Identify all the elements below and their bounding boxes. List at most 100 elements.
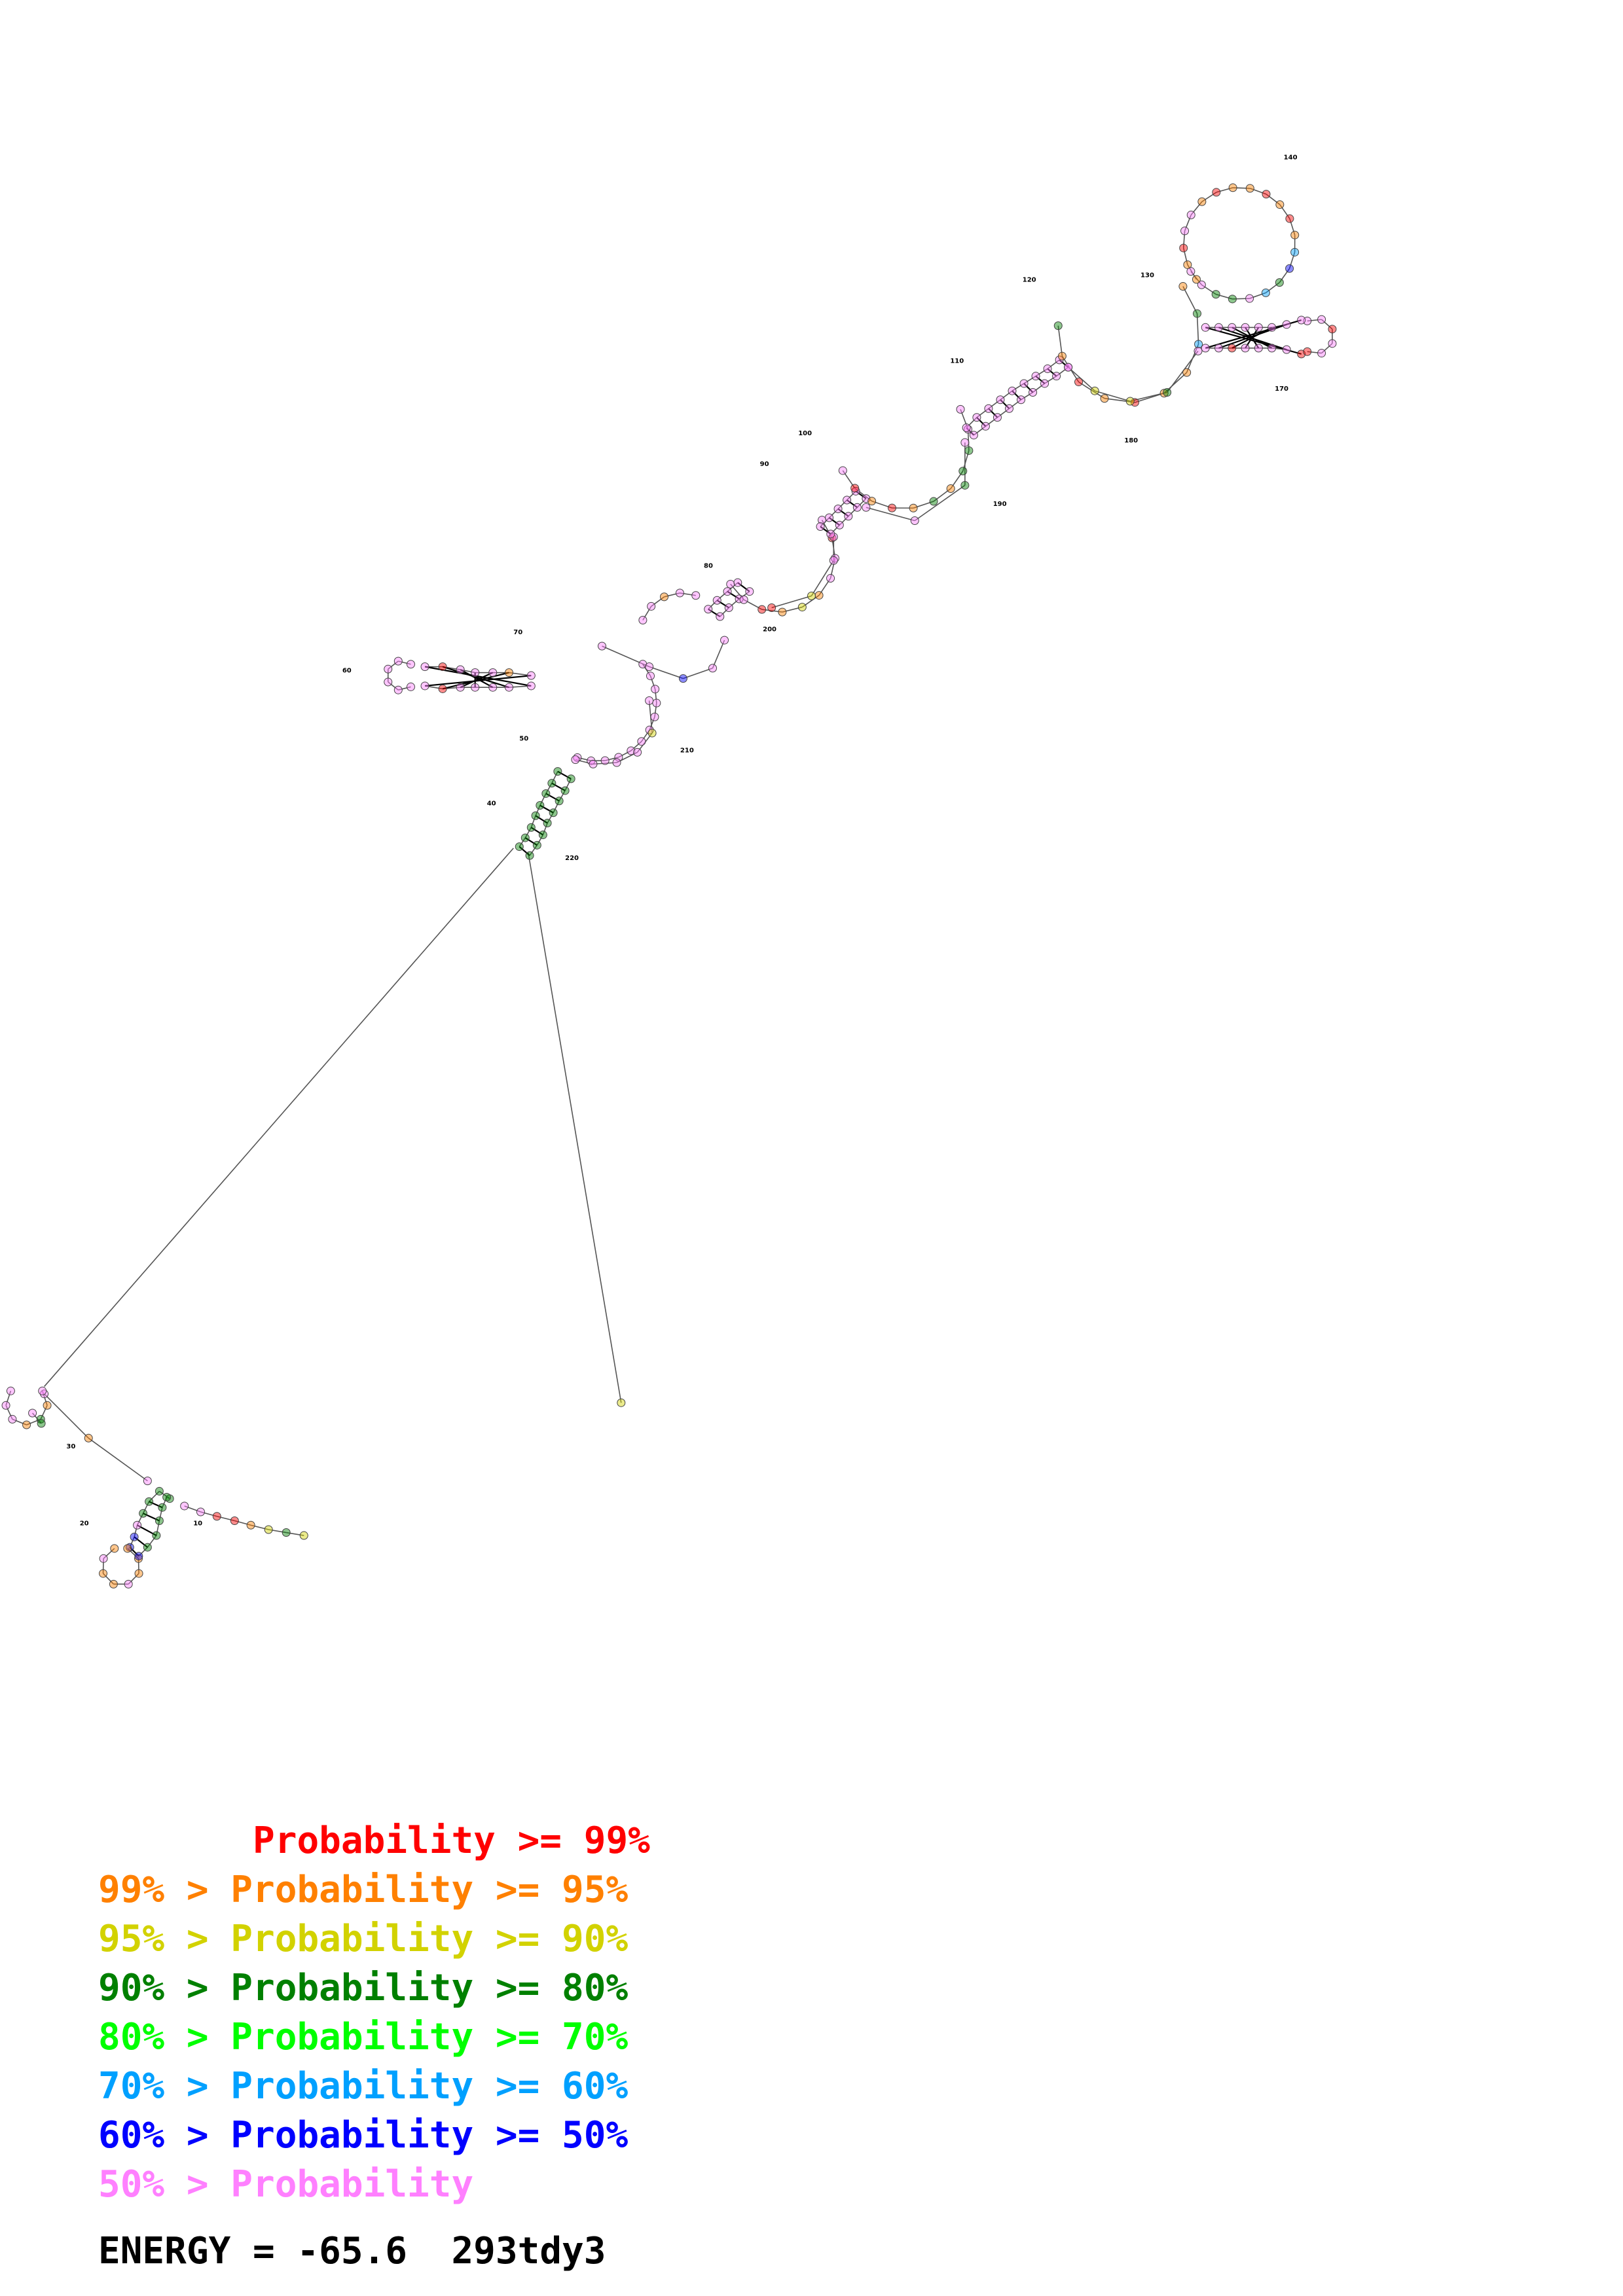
nucleotide: [867, 497, 877, 506]
position-label: 170: [1275, 386, 1288, 393]
base-pair: [737, 582, 750, 592]
nucleotide: [1043, 364, 1052, 373]
backbone-segment: [1216, 187, 1233, 193]
nucleotide: [600, 756, 610, 765]
nucleotide: [143, 1543, 152, 1552]
backbone-segment: [1056, 367, 1069, 377]
backbone-segment: [782, 606, 803, 613]
base-pair: [1000, 399, 1010, 410]
backbone-segment: [649, 717, 655, 730]
legend-prefix: 50% >: [98, 2163, 231, 2206]
backbone-segment: [962, 450, 970, 471]
base-pair: [557, 770, 572, 780]
nucleotide: [152, 1531, 161, 1540]
nucleotide: [909, 503, 918, 512]
base-pair: [442, 666, 509, 689]
backbone-segment: [1009, 399, 1021, 409]
nucleotide: [745, 587, 754, 596]
nucleotide: [675, 588, 684, 598]
nucleotide: [471, 683, 480, 692]
nucleotide: [807, 591, 816, 600]
nucleotide: [1285, 264, 1294, 273]
legend-prefix: 99% >: [98, 1869, 231, 1911]
nucleotide: [910, 516, 919, 526]
nucleotide: [1183, 260, 1192, 269]
backbone-segment: [950, 471, 964, 489]
nucleotide: [6, 1386, 15, 1395]
nucleotide: [589, 759, 598, 768]
backbone-segment: [398, 686, 411, 691]
backbone-segment: [985, 417, 998, 427]
backbone-segment: [913, 501, 934, 509]
backbone-segment: [1196, 314, 1199, 344]
legend-text: Probability >= 95%: [230, 1869, 629, 1911]
nucleotide: [99, 1554, 108, 1563]
nucleotide: [133, 1520, 142, 1530]
nucleotide: [145, 1497, 154, 1506]
backbone-segment: [1187, 264, 1197, 280]
nucleotide: [555, 797, 564, 806]
backbone-segment: [1215, 293, 1233, 300]
backbone-segment: [988, 399, 1001, 409]
nucleotide: [1125, 397, 1135, 406]
nucleotide: [1317, 315, 1326, 324]
backbone-segment: [138, 1547, 148, 1557]
backbone-segment: [530, 815, 536, 828]
backbone-segment: [818, 578, 831, 596]
legend-row: 80% > Probability >= 70%: [98, 2013, 753, 2062]
nucleotide: [488, 683, 498, 692]
nucleotide: [716, 612, 725, 621]
nucleotide: [829, 556, 838, 565]
legend-text: Probability >= 60%: [230, 2065, 629, 2108]
nucleotide: [650, 712, 659, 721]
nucleotide: [962, 423, 971, 433]
backbone-segment: [1250, 188, 1267, 195]
position-label: 80: [704, 563, 713, 570]
nucleotide: [862, 503, 871, 512]
backbone-segment: [1201, 192, 1217, 202]
energy-footer: ENERGY = -65.6 293tdy3: [98, 2230, 606, 2272]
nucleotide: [536, 800, 545, 810]
backbone-segment: [1279, 268, 1290, 283]
nucleotide: [1004, 404, 1013, 413]
backbone-segment: [1032, 383, 1046, 393]
position-label: 10: [193, 1520, 202, 1527]
backbone-segment: [1266, 194, 1281, 206]
backbone-segment: [268, 1529, 287, 1534]
nucleotide: [155, 1516, 164, 1525]
nucleotide: [1180, 226, 1190, 236]
position-label: 90: [760, 461, 769, 468]
backbone-segment: [542, 823, 548, 835]
backbone-segment: [839, 516, 849, 526]
nucleotide: [162, 1492, 172, 1501]
backbone-segment: [1130, 391, 1167, 402]
base-pair: [530, 827, 543, 836]
position-label: 220: [565, 855, 579, 862]
backbone-segment: [536, 834, 544, 846]
nucleotide: [646, 672, 655, 681]
nucleotide: [1194, 340, 1203, 349]
nucleotide: [526, 823, 536, 832]
legend-prefix: 90% >: [98, 1967, 231, 2009]
nucleotide: [1019, 379, 1029, 388]
backbone-segment: [539, 793, 547, 806]
backbone-segment: [1182, 286, 1198, 314]
backbone-segment: [1078, 381, 1105, 399]
nucleotide: [1064, 363, 1073, 372]
base-pair: [424, 675, 532, 687]
backbone-segment: [142, 1501, 150, 1514]
backbone-segment: [649, 675, 656, 690]
backbone-segment: [158, 1507, 163, 1521]
nucleotide: [733, 578, 742, 587]
nucleotide: [960, 438, 970, 447]
backbone-segment: [743, 599, 763, 610]
backbone-segment: [842, 470, 856, 489]
backbone-segment: [708, 600, 718, 610]
backbone-segment: [529, 844, 538, 856]
nucleotide: [1245, 294, 1254, 303]
base-pair: [149, 1501, 163, 1509]
nucleotide: [651, 685, 660, 694]
backbone-segment: [960, 409, 969, 430]
nucleotide: [797, 603, 807, 612]
base-pair: [828, 517, 840, 526]
